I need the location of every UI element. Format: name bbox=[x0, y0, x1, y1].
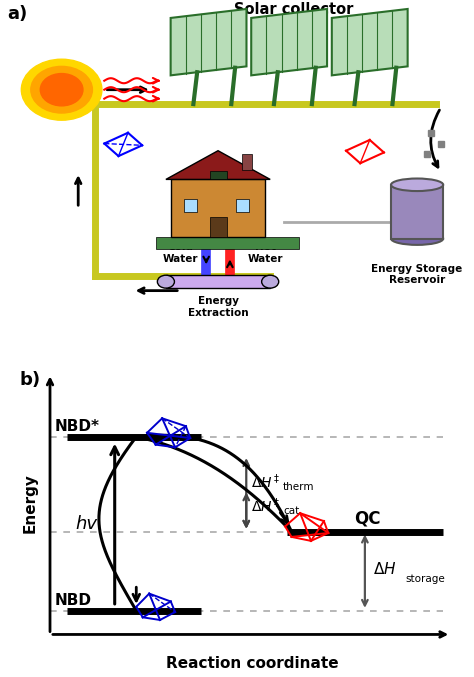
Polygon shape bbox=[166, 151, 270, 179]
Text: NBD*: NBD* bbox=[55, 419, 100, 434]
Polygon shape bbox=[171, 9, 246, 75]
Text: Cold
Water: Cold Water bbox=[163, 242, 198, 264]
Text: cat: cat bbox=[283, 506, 299, 516]
Bar bbox=[184, 199, 197, 212]
Circle shape bbox=[21, 59, 102, 121]
Text: $\Delta H$: $\Delta H$ bbox=[373, 561, 396, 577]
Text: Energy Storage
Reservoir: Energy Storage Reservoir bbox=[372, 264, 463, 285]
Text: $\Delta H^\ddagger$: $\Delta H^\ddagger$ bbox=[251, 496, 281, 515]
Bar bbox=[171, 179, 265, 237]
Bar bbox=[210, 171, 227, 179]
Text: hv: hv bbox=[76, 515, 98, 533]
Text: Energy
Extraction: Energy Extraction bbox=[188, 296, 248, 318]
Text: Energy: Energy bbox=[23, 473, 38, 533]
Ellipse shape bbox=[391, 232, 443, 245]
Text: $\Delta H^\ddagger$: $\Delta H^\ddagger$ bbox=[251, 473, 281, 491]
Polygon shape bbox=[332, 9, 408, 75]
Circle shape bbox=[40, 74, 83, 106]
Bar bbox=[210, 217, 227, 237]
Ellipse shape bbox=[157, 276, 174, 288]
Text: b): b) bbox=[20, 371, 41, 389]
Text: Reaction coordinate: Reaction coordinate bbox=[166, 655, 339, 670]
Text: storage: storage bbox=[406, 574, 446, 584]
Ellipse shape bbox=[262, 276, 279, 288]
Text: a): a) bbox=[7, 5, 27, 24]
Text: QC: QC bbox=[354, 510, 381, 527]
Bar bbox=[166, 276, 270, 288]
Bar bbox=[242, 154, 252, 171]
Text: Hot
Water: Hot Water bbox=[248, 242, 283, 264]
Ellipse shape bbox=[391, 179, 443, 191]
Polygon shape bbox=[251, 9, 327, 75]
Bar bbox=[236, 199, 249, 212]
Circle shape bbox=[31, 66, 92, 113]
Text: Solar collector: Solar collector bbox=[234, 2, 354, 17]
Text: therm: therm bbox=[283, 482, 314, 492]
Bar bbox=[156, 237, 299, 249]
Bar bbox=[391, 185, 443, 238]
Text: NBD: NBD bbox=[55, 593, 91, 608]
